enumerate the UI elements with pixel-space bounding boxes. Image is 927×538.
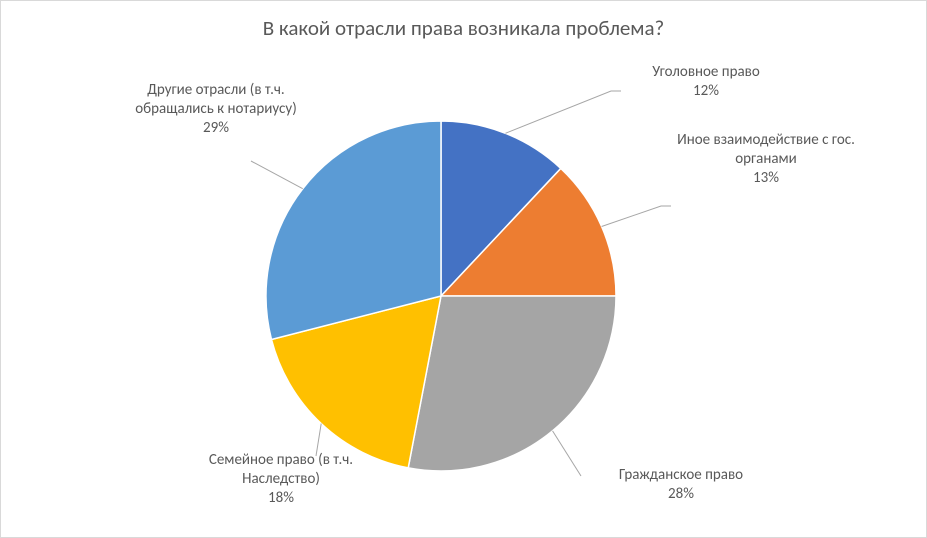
data-label: Уголовное право 12% xyxy=(621,63,791,101)
leader-line xyxy=(553,431,581,476)
data-label: Гражданское право 28% xyxy=(581,466,781,504)
chart-container: В какой отрасли права возникала проблема… xyxy=(0,0,927,538)
pie-slice xyxy=(408,296,616,471)
data-label: Другие отрасли (в т.ч. обращались к нота… xyxy=(116,81,316,137)
leader-line xyxy=(602,206,671,226)
data-label: Семейное право (в т.ч. Наследство) 18% xyxy=(181,451,381,507)
leader-line xyxy=(505,91,621,133)
leader-line xyxy=(251,161,303,189)
data-label: Иное взаимодействие с гос. органами 13% xyxy=(671,131,861,187)
